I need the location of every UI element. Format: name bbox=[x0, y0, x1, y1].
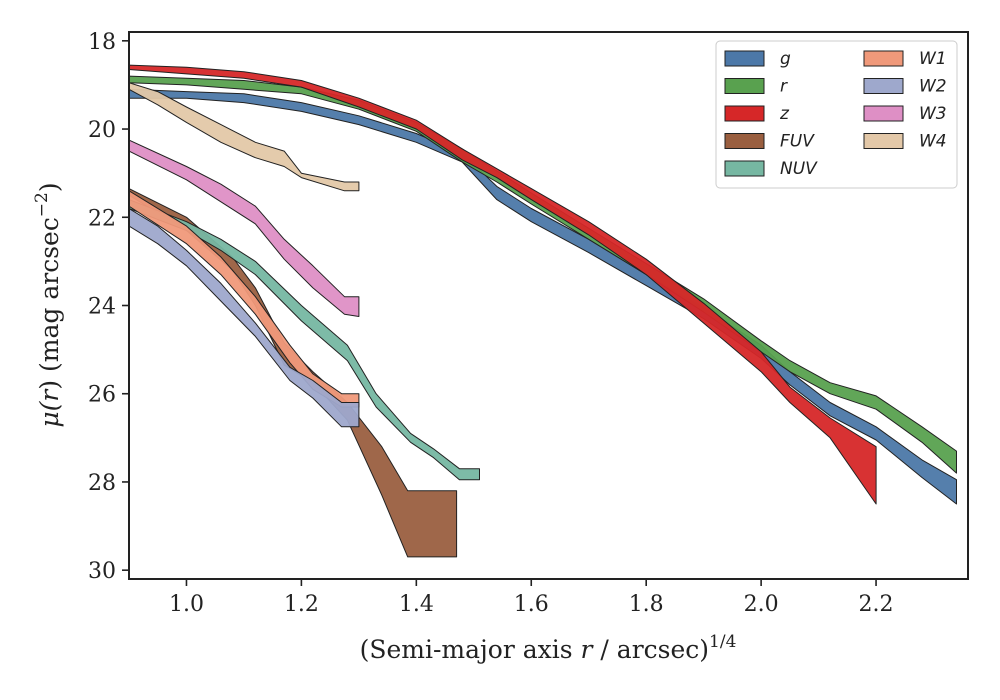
band-w4 bbox=[129, 82, 360, 192]
legend-label-w1: W1 bbox=[919, 49, 947, 69]
legend-label-g: g bbox=[780, 49, 791, 69]
x-tick-label: 2.2 bbox=[859, 592, 894, 617]
legend-label-r: r bbox=[780, 77, 788, 97]
band-nuv bbox=[129, 199, 480, 481]
legend-swatch-fuv bbox=[724, 133, 765, 149]
legend-label-w4: W4 bbox=[919, 132, 947, 152]
y-tick-label: 26 bbox=[88, 383, 116, 408]
legend-swatch-g bbox=[724, 50, 765, 67]
x-tick-label: 2.0 bbox=[744, 592, 779, 617]
axis-ticks: 1.0 1.2 1.4 1.6 1.8 2.0 2.2 18 20 22 24 26 28 30 bbox=[88, 30, 894, 617]
x-tick-label: 1.2 bbox=[284, 592, 319, 617]
plot-frame bbox=[128, 31, 969, 580]
y-tick-label: 24 bbox=[88, 295, 116, 320]
legend-swatch-r bbox=[724, 78, 765, 94]
x-tick-label: 1.6 bbox=[514, 592, 549, 617]
legend-swatch-nuv bbox=[724, 160, 765, 177]
y-tick-label: 22 bbox=[88, 206, 116, 231]
x-axis-title: (Semi-major axis r / arcsec)1/4 bbox=[360, 632, 737, 664]
x-tick-label: 1.8 bbox=[629, 592, 664, 617]
legend-label-fuv: FUV bbox=[780, 132, 815, 152]
legend-label-w3: W3 bbox=[919, 104, 947, 124]
y-tick-label: 28 bbox=[88, 471, 116, 496]
y-tick-label: 20 bbox=[88, 118, 116, 143]
legend-label-w2: W2 bbox=[919, 77, 947, 97]
band-w3 bbox=[129, 139, 360, 317]
legend-box bbox=[715, 40, 958, 189]
profile-bands bbox=[129, 64, 957, 558]
x-tick-label: 1.0 bbox=[169, 592, 204, 617]
legend-swatch-w2 bbox=[863, 78, 904, 94]
y-tick-label: 30 bbox=[88, 559, 116, 584]
legend: grz FUV NUV W1 W2 W3 W4 bbox=[715, 40, 958, 189]
y-axis-title: μ(r) (mag arcsec−2) bbox=[32, 182, 64, 427]
legend-label-z: z bbox=[779, 104, 790, 124]
legend-swatch-z bbox=[724, 105, 765, 122]
legend-swatch-w3 bbox=[863, 105, 904, 122]
band-z bbox=[129, 64, 877, 505]
legend-swatch-w4 bbox=[863, 133, 904, 149]
band-w2 bbox=[129, 208, 360, 428]
legend-label-nuv: NUV bbox=[780, 159, 818, 179]
y-tick-label: 18 bbox=[88, 30, 116, 55]
x-tick-label: 1.4 bbox=[399, 592, 434, 617]
legend-swatch-w1 bbox=[863, 50, 904, 67]
band-w1 bbox=[129, 190, 360, 408]
